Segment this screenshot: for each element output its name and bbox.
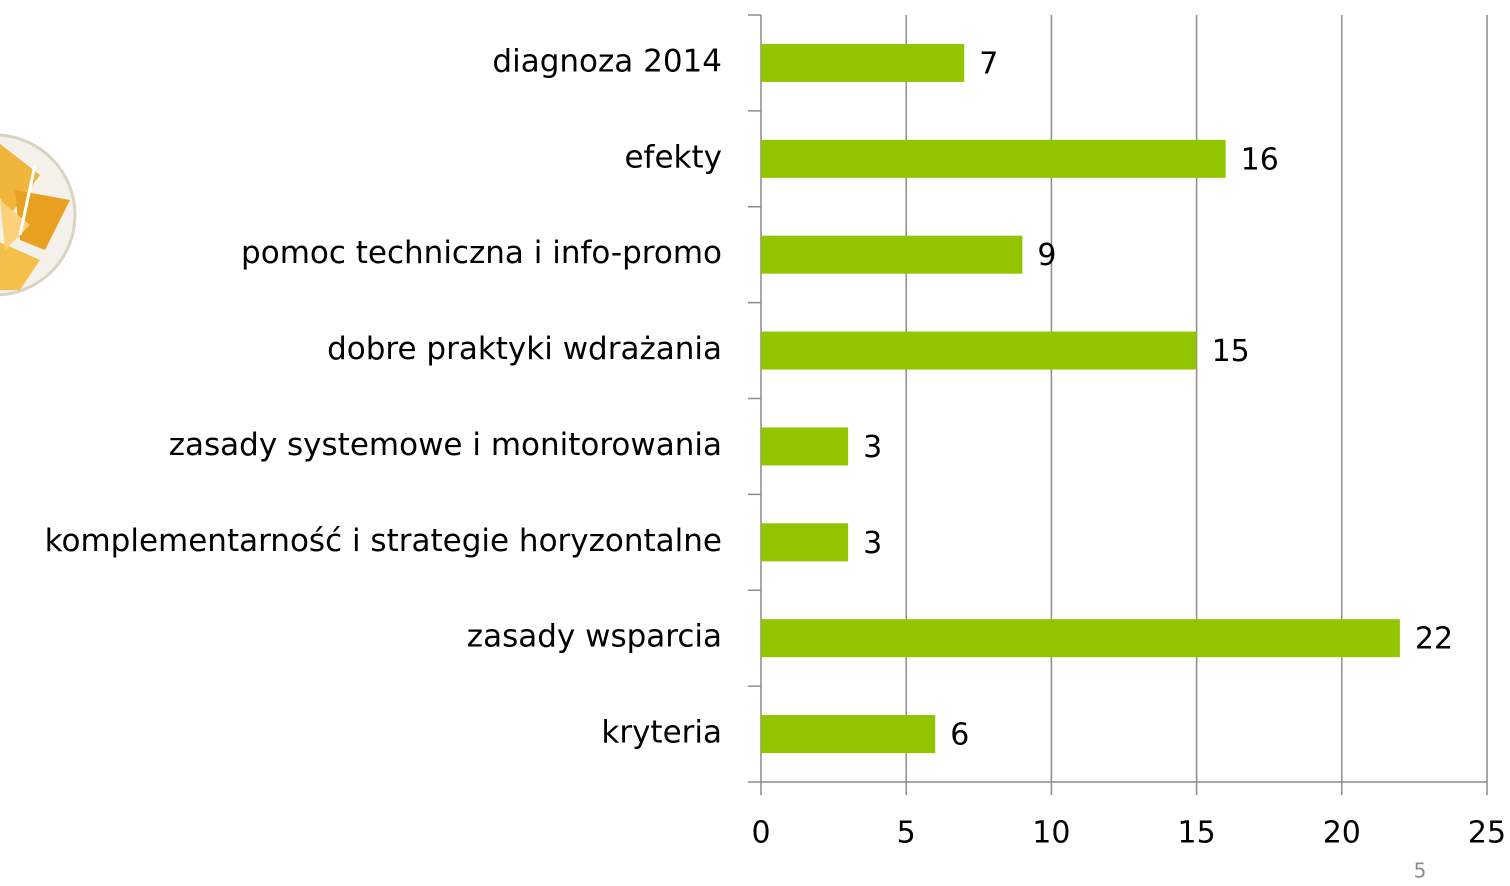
- y-tick-label: dobre praktyki wdrażania: [327, 331, 722, 367]
- bar: [761, 331, 1197, 370]
- x-tick-label: 20: [1323, 816, 1361, 851]
- y-tick-label: zasady systemowe i monitorowania: [169, 427, 722, 463]
- bar: [761, 139, 1226, 178]
- y-tick-label: diagnoza 2014: [492, 43, 722, 79]
- x-tick-label: 25: [1468, 816, 1506, 851]
- y-tick-label: zasady wsparcia: [467, 619, 722, 655]
- bar: [761, 715, 936, 754]
- value-label: 15: [1212, 334, 1250, 369]
- value-label: 16: [1241, 142, 1279, 177]
- value-label: 7: [979, 46, 998, 81]
- logo: [0, 133, 77, 297]
- y-tick-label: komplementarność i strategie horyzontaln…: [45, 523, 722, 559]
- y-tick-label: pomoc techniczna i info-promo: [241, 235, 722, 271]
- bar: [761, 43, 965, 82]
- value-label: 3: [863, 430, 882, 465]
- x-tick-label: 5: [897, 816, 916, 851]
- x-tick-label: 0: [751, 816, 770, 851]
- bar: [761, 523, 849, 562]
- bar: [761, 619, 1400, 658]
- value-label: 3: [863, 526, 882, 561]
- value-label: 9: [1037, 238, 1056, 273]
- x-tick-label: 15: [1178, 816, 1216, 851]
- y-tick-label: efekty: [624, 139, 722, 175]
- page-number: 5: [1414, 859, 1427, 883]
- value-label: 22: [1415, 622, 1453, 657]
- value-label: 6: [950, 718, 969, 753]
- x-tick-label: 10: [1032, 816, 1070, 851]
- y-tick-label: kryteria: [601, 715, 722, 751]
- bar: [761, 427, 849, 466]
- bar: [761, 235, 1023, 274]
